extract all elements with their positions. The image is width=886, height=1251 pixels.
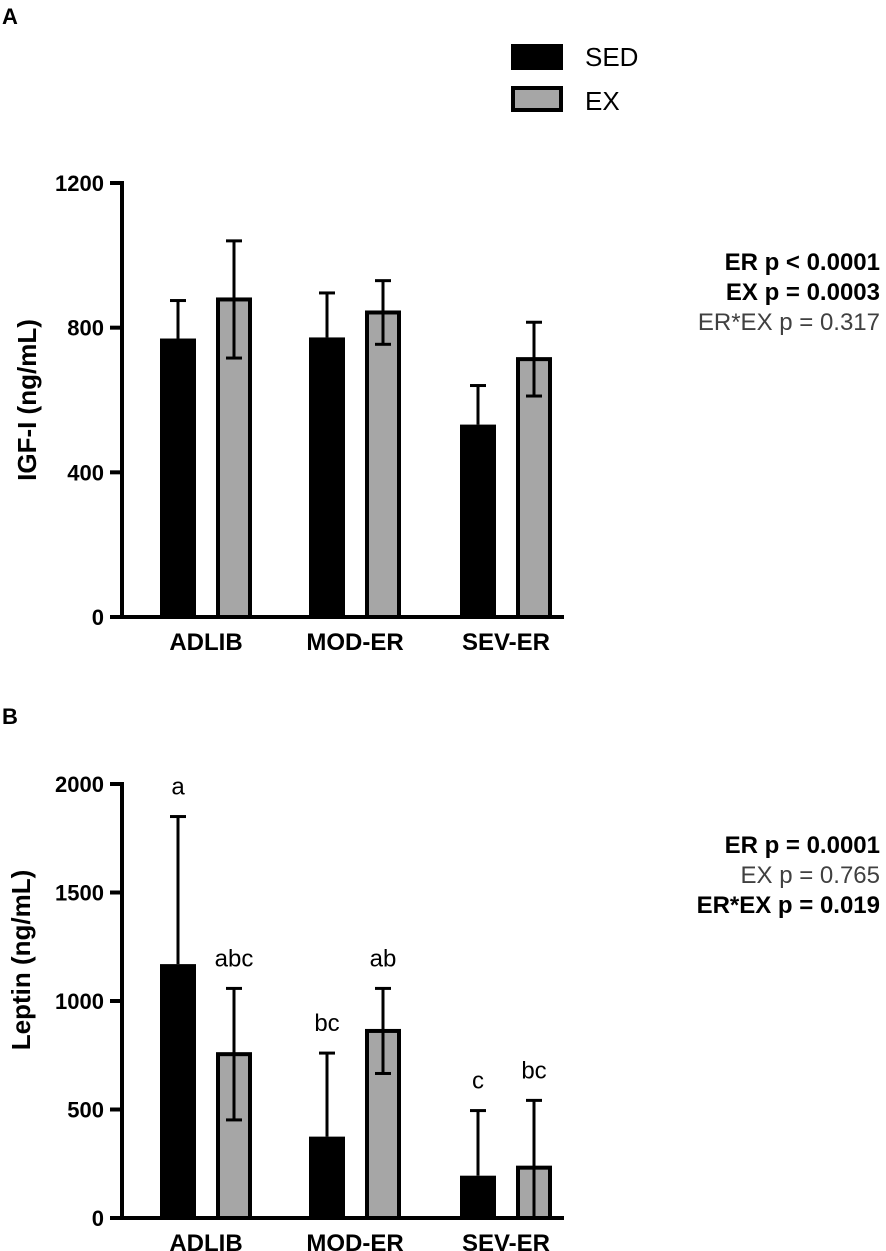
stat-line: EX p = 0.765 bbox=[741, 862, 880, 889]
significance-letter: bc bbox=[521, 1057, 546, 1084]
bar-sed-sev-er bbox=[460, 424, 496, 617]
y-tick-label: 800 bbox=[67, 316, 104, 341]
bar-ex-sev-er bbox=[516, 357, 552, 619]
y-tick-label: 0 bbox=[92, 605, 104, 630]
bar-sed-adlib bbox=[160, 338, 196, 617]
bar-sed-mod-er bbox=[309, 337, 345, 617]
y-axis-title-a: IGF-I (ng/mL) bbox=[12, 319, 42, 481]
y-axis-title-b: Leptin (ng/mL) bbox=[6, 870, 36, 1051]
y-tick-label: 1000 bbox=[55, 989, 104, 1014]
category-label: ADLIB bbox=[169, 1230, 242, 1251]
significance-letter: ab bbox=[370, 945, 397, 972]
bar-sed-sev-er bbox=[460, 1175, 496, 1218]
category-label: ADLIB bbox=[169, 629, 242, 656]
legend: SED EX bbox=[511, 42, 638, 116]
bar-sed-adlib bbox=[160, 964, 196, 1218]
category-label: SEV-ER bbox=[462, 629, 550, 656]
stat-line: ER p = 0.0001 bbox=[725, 832, 880, 859]
category-label: MOD-ER bbox=[306, 629, 403, 656]
y-tick-label: 500 bbox=[67, 1098, 104, 1123]
significance-letter: abc bbox=[215, 945, 254, 972]
y-tick-label: 400 bbox=[67, 460, 104, 485]
stat-line: ER*EX p = 0.019 bbox=[697, 892, 880, 919]
bar-ex-mod-er bbox=[365, 310, 401, 619]
legend-swatch-ex bbox=[511, 86, 563, 112]
stat-line: ER p < 0.0001 bbox=[725, 249, 880, 276]
panel-label-b: B bbox=[2, 704, 18, 729]
y-tick-label: 1500 bbox=[55, 881, 104, 906]
legend-swatch-sed bbox=[511, 44, 563, 70]
legend-label-ex: EX bbox=[585, 86, 620, 116]
significance-letter: bc bbox=[314, 1010, 339, 1037]
panel-label-a: A bbox=[2, 4, 18, 29]
bar-sed-mod-er bbox=[309, 1136, 345, 1218]
stat-line: EX p = 0.0003 bbox=[726, 279, 880, 306]
significance-letter: c bbox=[472, 1068, 484, 1095]
y-tick-label: 1200 bbox=[55, 171, 104, 196]
y-tick-label: 0 bbox=[92, 1206, 104, 1231]
stats-block-b: ER p = 0.0001 EX p = 0.765 ER*EX p = 0.019 bbox=[697, 832, 880, 919]
stat-line: ER*EX p = 0.317 bbox=[698, 309, 880, 336]
significance-letter: a bbox=[171, 774, 185, 801]
panel-a-chart: IGF-I (ng/mL) 0 400 800 1200 ADLIB MOD-ER SEV… bbox=[12, 171, 564, 656]
category-label: SEV-ER bbox=[462, 1230, 550, 1251]
stats-block-a: ER p < 0.0001 EX p = 0.0003 ER*EX p = 0.31… bbox=[698, 249, 880, 336]
legend-label-sed: SED bbox=[585, 42, 638, 72]
y-tick-label: 2000 bbox=[55, 772, 104, 797]
category-label: MOD-ER bbox=[306, 1230, 403, 1251]
